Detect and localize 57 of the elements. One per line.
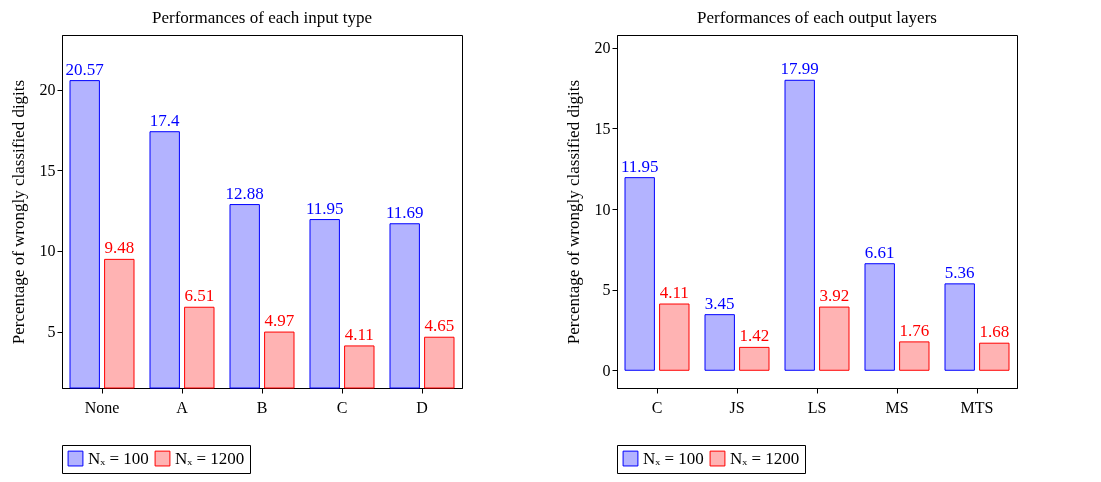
x-tick-label: MTS (960, 398, 994, 416)
bar (899, 341, 930, 371)
data-label: 17.99 (780, 59, 819, 79)
data-label: 11.69 (385, 202, 424, 222)
data-label: 12.88 (225, 183, 264, 203)
y-tick-label: 10 (594, 200, 611, 218)
data-label: 20.57 (65, 59, 105, 79)
y-tick-label: 15 (39, 161, 56, 179)
y-tick-label: 20 (594, 39, 611, 57)
y-axis-title: Percentage of wrongly classified digits (563, 79, 583, 345)
legend-label: Nₓ = 1200 (730, 448, 800, 468)
x-tick-label: MS (885, 398, 909, 416)
y-tick-label: 10 (39, 242, 56, 260)
bar (739, 346, 770, 371)
data-label: 4.97 (264, 311, 295, 331)
y-tick-label: 20 (39, 81, 56, 99)
legend-label: Nₓ = 100 (88, 448, 149, 468)
data-label: 11.95 (305, 198, 344, 218)
x-tick-label: B (256, 398, 268, 416)
y-axis-title: Percentage of wrongly classified digits (8, 79, 28, 345)
x-tick-label: None (84, 398, 120, 416)
data-label: 9.48 (104, 238, 135, 258)
data-label: 6.51 (184, 286, 215, 306)
bar (979, 342, 1010, 371)
y-tick-label: 5 (47, 323, 56, 341)
data-label: 6.61 (864, 242, 895, 262)
bar (659, 303, 690, 371)
chart-title: Performances of each input type (152, 8, 372, 27)
data-label: 1.68 (979, 322, 1010, 342)
chart-title: Performances of each output layers (697, 8, 937, 27)
x-tick-label: A (176, 398, 189, 416)
y-tick-label: 15 (594, 119, 611, 137)
data-label: 1.76 (899, 320, 930, 340)
data-label: 17.4 (149, 110, 181, 130)
bar (944, 283, 975, 371)
data-label: 3.92 (819, 286, 850, 306)
data-label: 4.11 (344, 324, 374, 344)
data-label: 4.11 (659, 283, 689, 303)
data-label: 4.65 (424, 316, 455, 336)
data-label: 3.45 (704, 293, 735, 313)
x-tick-label: C (336, 398, 348, 416)
x-tick-label: C (651, 398, 663, 416)
y-tick-label: 0 (602, 361, 611, 379)
bar (864, 263, 895, 371)
y-tick-label: 5 (602, 281, 611, 299)
legend-label: Nₓ = 100 (643, 448, 704, 468)
data-label: 1.42 (739, 326, 770, 346)
bar (704, 314, 735, 371)
x-tick-label: LS (807, 398, 827, 416)
bar (624, 177, 655, 371)
data-label: 11.95 (620, 156, 659, 176)
x-tick-label: JS (729, 398, 745, 416)
bar (819, 306, 850, 371)
x-tick-label: D (416, 398, 428, 416)
data-label: 5.36 (944, 262, 975, 282)
bar (784, 79, 815, 371)
legend-label: Nₓ = 1200 (175, 448, 245, 468)
